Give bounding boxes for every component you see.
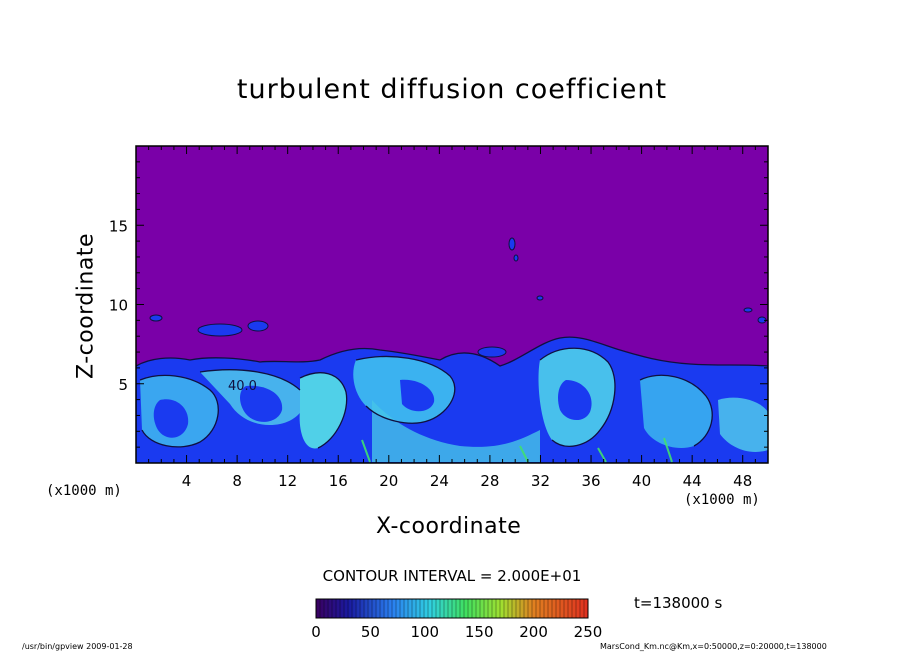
x-tick-label: 20 <box>379 472 398 490</box>
colorbar-frame <box>315 598 589 619</box>
colorbar-tick-label: 0 <box>311 623 321 641</box>
footer-left-text: /usr/bin/gpview 2009-01-28 <box>22 642 133 651</box>
contour-interval-text: CONTOUR INTERVAL = 2.000E+01 <box>322 567 582 585</box>
chart-title: turbulent diffusion coefficient <box>236 74 668 105</box>
colorbar-tick-label: 100 <box>410 623 439 641</box>
colorbar-tick-label: 150 <box>465 623 494 641</box>
x-tick-label: 16 <box>329 472 348 490</box>
x-tick-label: 32 <box>531 472 550 490</box>
x-tick-label: 40 <box>632 472 651 490</box>
y-tick-label: 5 <box>118 376 128 394</box>
colorbar-tick-label: 200 <box>519 623 548 641</box>
x-tick-label: 4 <box>182 472 192 490</box>
x-tick-label: 8 <box>232 472 242 490</box>
x-tick-label: 44 <box>683 472 702 490</box>
y-tick-label: 10 <box>109 297 128 315</box>
x-tick-label: 48 <box>733 472 752 490</box>
contour-value-label: 40.0 <box>228 379 257 394</box>
turbulent-layer <box>136 237 768 463</box>
x-tick-label: 12 <box>278 472 297 490</box>
x-tick-label: 24 <box>430 472 449 490</box>
footer-right-text: MarsCond_Km.nc@Km,x=0:50000,z=0:20000,t=… <box>600 642 827 651</box>
y-tick-label: 15 <box>109 217 128 235</box>
time-label: t=138000 s <box>634 594 723 612</box>
colorbar-tick-label: 50 <box>361 623 380 641</box>
x-axis-label: X-coordinate <box>376 514 522 539</box>
x-unit-label-left: (x1000 m) <box>46 483 122 499</box>
x-tick-label: 36 <box>581 472 600 490</box>
colorbar-axis: 0 50 100 150 200 250 <box>311 623 602 641</box>
colorbar-stripes <box>315 599 585 618</box>
y-axis: 5 10 15 <box>109 145 768 464</box>
x-tick-label: 28 <box>480 472 499 490</box>
colorbar-tick-label: 250 <box>574 623 603 641</box>
x-axis: 4 8 12 16 20 24 28 32 36 40 44 48 <box>135 146 769 490</box>
x-unit-label-right: (x1000 m) <box>684 492 760 508</box>
y-axis-label: Z-coordinate <box>73 233 99 379</box>
